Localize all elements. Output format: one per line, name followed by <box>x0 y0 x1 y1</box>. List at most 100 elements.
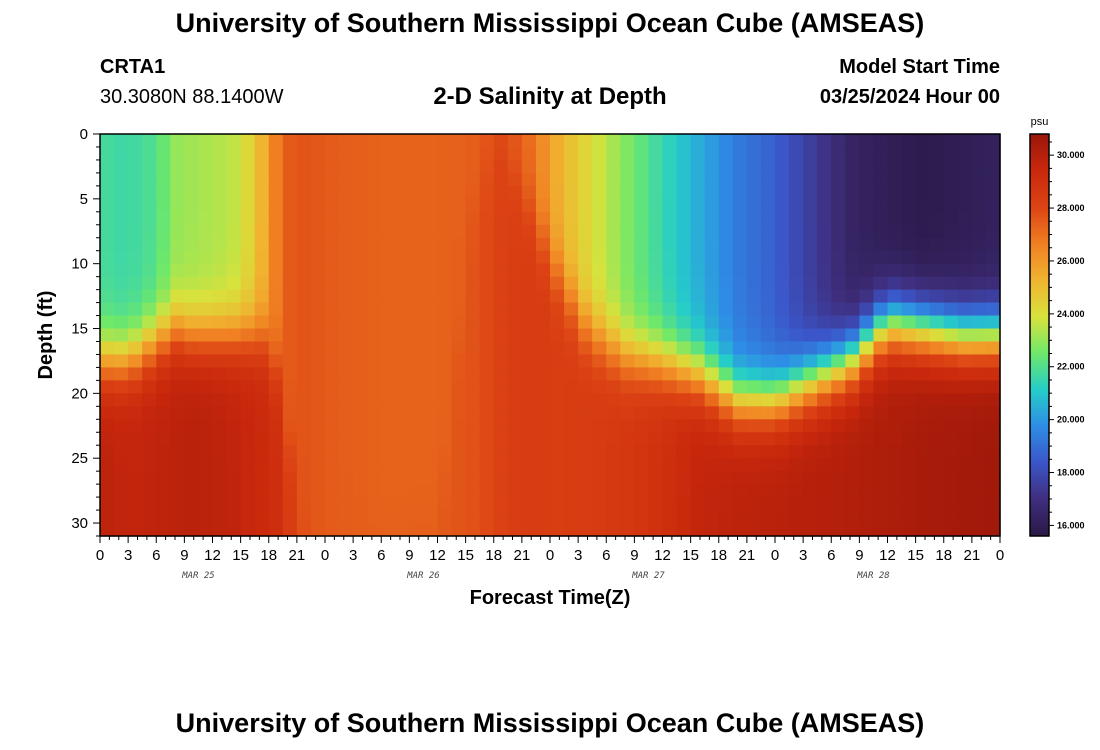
heatmap-cell <box>423 458 439 472</box>
heatmap-cell <box>606 134 621 148</box>
heatmap-cell <box>789 159 804 174</box>
heatmap-cell <box>254 406 270 420</box>
heatmap-cell <box>648 354 664 369</box>
heatmap-cell <box>915 445 931 459</box>
heatmap-cell <box>971 419 987 433</box>
heatmap-cell <box>775 432 790 446</box>
heatmap-cell <box>957 237 973 252</box>
heatmap-cell <box>676 471 692 485</box>
heatmap-cell <box>156 289 171 304</box>
heatmap-cell <box>423 159 439 174</box>
heatmap-cell <box>845 146 860 161</box>
heatmap-cell <box>985 146 1001 161</box>
heatmap-cell <box>803 315 818 330</box>
heatmap-cell <box>859 263 875 278</box>
heatmap-cell <box>845 393 860 407</box>
heatmap-cell <box>887 172 903 187</box>
heatmap-cell <box>845 380 860 394</box>
heatmap-cell <box>845 471 860 485</box>
heatmap-cell <box>817 237 832 252</box>
heatmap-cell <box>775 185 790 200</box>
heatmap-cell <box>437 134 453 148</box>
heatmap-cell <box>732 380 748 394</box>
heatmap-cell <box>479 146 495 161</box>
heatmap-cell <box>915 380 931 394</box>
heatmap-cell <box>550 289 565 304</box>
heatmap-cell <box>395 328 410 343</box>
heatmap-cell <box>746 224 762 239</box>
heatmap-cell <box>465 432 481 446</box>
heatmap-cell <box>212 432 228 446</box>
heatmap-cell <box>142 393 157 407</box>
heatmap-cell <box>704 471 720 485</box>
heatmap-cell <box>620 211 635 226</box>
heatmap-cell <box>704 432 720 446</box>
heatmap-cell <box>775 458 790 472</box>
heatmap-cell <box>873 250 889 265</box>
heatmap-cell <box>887 198 903 213</box>
heatmap-cell <box>690 341 706 356</box>
heatmap-cell <box>142 185 157 200</box>
heatmap-cell <box>775 523 790 537</box>
heatmap-cell <box>254 250 270 265</box>
x-tick-label: 9 <box>180 547 188 564</box>
heatmap-cell <box>662 471 678 485</box>
heatmap-cell <box>268 250 284 265</box>
heatmap-cell <box>775 380 790 394</box>
heatmap-cell <box>929 510 945 524</box>
heatmap-cell <box>423 484 439 498</box>
heatmap-cell <box>690 302 706 317</box>
heatmap-cell <box>184 237 200 252</box>
heatmap-cell <box>325 159 340 174</box>
heatmap-cell <box>746 497 762 511</box>
heatmap-cell <box>690 185 706 200</box>
heatmap-cell <box>845 367 860 381</box>
heatmap-cell <box>310 276 326 291</box>
heatmap-cell <box>648 159 664 174</box>
heatmap-cell <box>873 185 889 200</box>
heatmap-cell <box>156 458 171 472</box>
heatmap-cell <box>268 146 284 161</box>
heatmap-cell <box>901 341 917 356</box>
heatmap-cell <box>831 341 846 356</box>
heatmap-cell <box>310 185 326 200</box>
heatmap-cell <box>395 289 410 304</box>
heatmap-cell <box>409 445 425 459</box>
heatmap-cell <box>282 224 298 239</box>
heatmap-cell <box>198 432 214 446</box>
heatmap-cell <box>395 302 410 317</box>
heatmap-cell <box>170 159 185 174</box>
heatmap-cell <box>535 354 551 369</box>
heatmap-cell <box>803 263 818 278</box>
heatmap-cell <box>395 445 410 459</box>
heatmap-cell <box>620 263 635 278</box>
heatmap-cell <box>648 393 664 407</box>
heatmap-cell <box>479 510 495 524</box>
heatmap-cell <box>296 289 312 304</box>
heatmap-cell <box>156 354 171 369</box>
heatmap-cell <box>479 393 495 407</box>
heatmap-cell <box>803 159 818 174</box>
heatmap-cell <box>184 289 200 304</box>
heatmap-cell <box>564 276 579 291</box>
x-tick-label: 0 <box>546 547 554 564</box>
heatmap-cell <box>381 263 396 278</box>
heatmap-cell <box>339 185 354 200</box>
heatmap-cell <box>873 523 889 537</box>
heatmap-cell <box>676 393 692 407</box>
heatmap-cell <box>339 302 354 317</box>
heatmap-cell <box>353 380 368 394</box>
heatmap-cell <box>100 510 115 524</box>
heatmap-cell <box>254 315 270 330</box>
heatmap-cell <box>564 315 579 330</box>
heatmap-cell <box>170 172 185 187</box>
heatmap-cell <box>226 276 242 291</box>
heatmap-cell <box>128 211 143 226</box>
heatmap-cell <box>184 146 200 161</box>
x-tick-label: 18 <box>260 547 277 564</box>
heatmap-cell <box>929 380 945 394</box>
heatmap-cell <box>957 224 973 239</box>
heatmap-cell <box>592 354 607 369</box>
heatmap-cell <box>564 354 579 369</box>
heatmap-cell <box>803 354 818 369</box>
